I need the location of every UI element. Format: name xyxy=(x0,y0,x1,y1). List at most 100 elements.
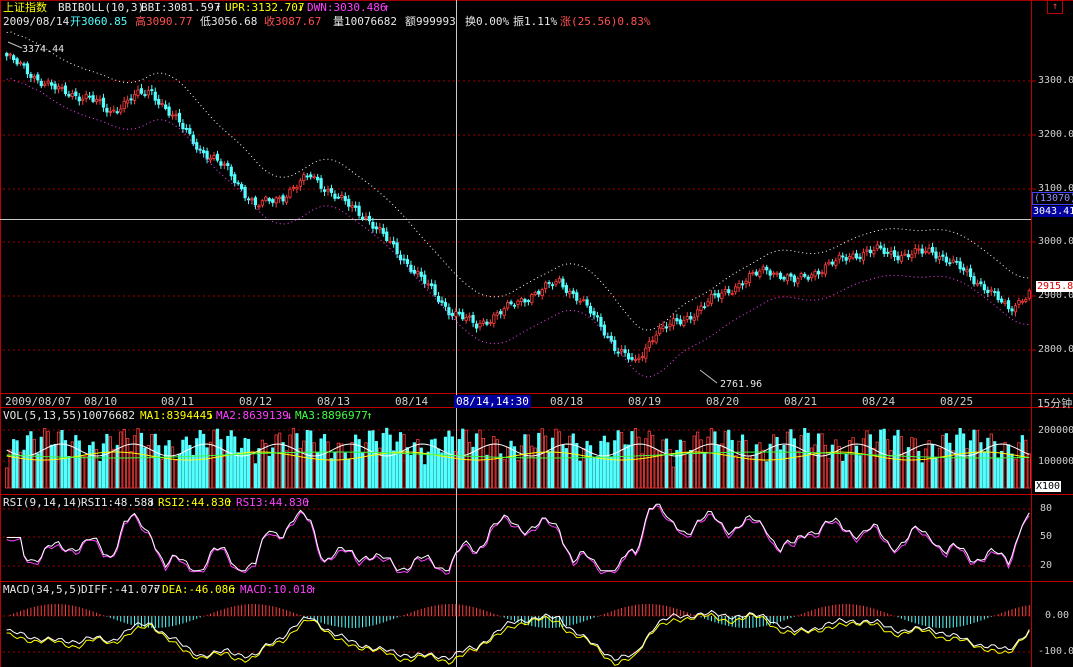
candle-body xyxy=(834,260,838,266)
candle-body xyxy=(813,271,817,277)
volume-bar xyxy=(661,439,665,489)
vol-ma1-arrow: ↓ xyxy=(207,409,214,422)
candle-body xyxy=(108,110,112,113)
candle-body xyxy=(944,256,948,263)
candle-body xyxy=(799,273,803,278)
candle-body xyxy=(896,255,900,261)
candle-body xyxy=(613,340,617,351)
candle-body xyxy=(772,272,776,275)
candle-body xyxy=(986,289,990,294)
volume-bar xyxy=(965,448,969,489)
vol-title: VOL(5,13,55) xyxy=(3,409,83,422)
volume-bar xyxy=(654,449,658,489)
volume-bar xyxy=(1020,435,1024,489)
volume-bar xyxy=(388,434,392,489)
volume-bar xyxy=(450,436,454,489)
candle-body xyxy=(70,92,74,97)
candle-body xyxy=(198,148,202,151)
volume-bar xyxy=(222,450,226,489)
volume-bar xyxy=(775,437,779,489)
volume-bar xyxy=(226,435,230,489)
volume-bar xyxy=(996,457,1000,489)
vol-ma1: MA1:8394445 xyxy=(140,409,213,422)
volume-bar xyxy=(823,444,828,489)
candle-body xyxy=(1010,308,1014,312)
dwn-value: DWN:3030.486 xyxy=(307,1,387,14)
volume-bar xyxy=(423,464,427,489)
macd-y-tick-0: 0.00 xyxy=(1045,610,1070,621)
candle-body xyxy=(319,178,323,189)
volume-bar xyxy=(506,446,510,489)
volume-bar xyxy=(188,444,192,489)
volume-bar xyxy=(820,433,824,489)
candle-body xyxy=(246,198,251,201)
candle-body xyxy=(46,80,50,84)
volume-bar xyxy=(319,438,323,489)
candle-body xyxy=(132,94,137,101)
volume-bar xyxy=(371,430,375,489)
volume-bar xyxy=(457,439,461,489)
period-label[interactable]: 15分钟 xyxy=(1037,397,1073,410)
volume-bar xyxy=(122,428,126,489)
candle-body xyxy=(136,89,140,96)
volume-bar xyxy=(219,439,223,489)
volume-bar xyxy=(395,441,399,489)
volume-bar xyxy=(208,441,213,489)
volume-bar xyxy=(844,454,848,489)
candle-body xyxy=(177,112,182,123)
candle-body xyxy=(212,155,216,159)
volume-bar xyxy=(119,431,123,489)
candle-body xyxy=(84,94,88,99)
volume-bar xyxy=(53,443,57,489)
candle-body xyxy=(398,254,403,261)
volume-bar xyxy=(920,462,924,489)
volume-bar xyxy=(340,443,344,489)
volume-bar xyxy=(606,442,610,489)
candle-body xyxy=(523,298,527,303)
volume-bar xyxy=(682,441,686,489)
candle-body xyxy=(544,282,548,290)
candle-body xyxy=(143,94,147,96)
volume-bar xyxy=(602,435,606,489)
volume-bar xyxy=(975,430,980,489)
volume-bar xyxy=(267,455,271,489)
y-tick-3200: 3200.0 xyxy=(1038,129,1073,140)
volume-bar xyxy=(851,437,855,489)
volume-bar xyxy=(948,442,952,489)
vol-ma3-line xyxy=(6,451,1030,459)
rsi-y-tick-50: 50 xyxy=(1040,531,1053,542)
candle-body xyxy=(336,196,340,199)
candle-body xyxy=(996,291,1000,301)
volume-bar xyxy=(1024,439,1028,489)
volume-bar xyxy=(734,455,738,489)
volume-bar xyxy=(582,448,586,489)
rsi3-value: RSI3:44.830 xyxy=(236,496,309,509)
volume-bar xyxy=(357,439,361,489)
volume-bar xyxy=(5,467,9,489)
candle-body xyxy=(468,315,472,318)
candle-body xyxy=(226,163,230,167)
volume-bar xyxy=(803,427,807,489)
volume-bar xyxy=(291,427,296,489)
volume-bar xyxy=(499,453,503,489)
close-icon[interactable]: ↑ xyxy=(1047,0,1063,14)
candle-body xyxy=(968,268,973,278)
candle-body xyxy=(568,290,572,295)
vol-ma2-line xyxy=(6,451,1030,461)
volume-bar xyxy=(796,450,800,489)
candle-body xyxy=(271,199,275,203)
volume-bar xyxy=(968,440,973,489)
candle-body xyxy=(899,255,904,262)
candle-body xyxy=(419,271,423,277)
date-label-0813: 08/13 xyxy=(317,395,351,408)
y-tick-2900: 2900.0 xyxy=(1038,290,1073,301)
candle-body xyxy=(685,316,689,320)
volume-bar xyxy=(571,433,575,489)
candle-body xyxy=(740,283,745,286)
volume-bar xyxy=(281,442,285,489)
volume-bar xyxy=(81,455,85,489)
volume-bar xyxy=(202,433,206,489)
dea-arrow: ↑ xyxy=(230,583,237,596)
volume-bar xyxy=(841,460,845,489)
